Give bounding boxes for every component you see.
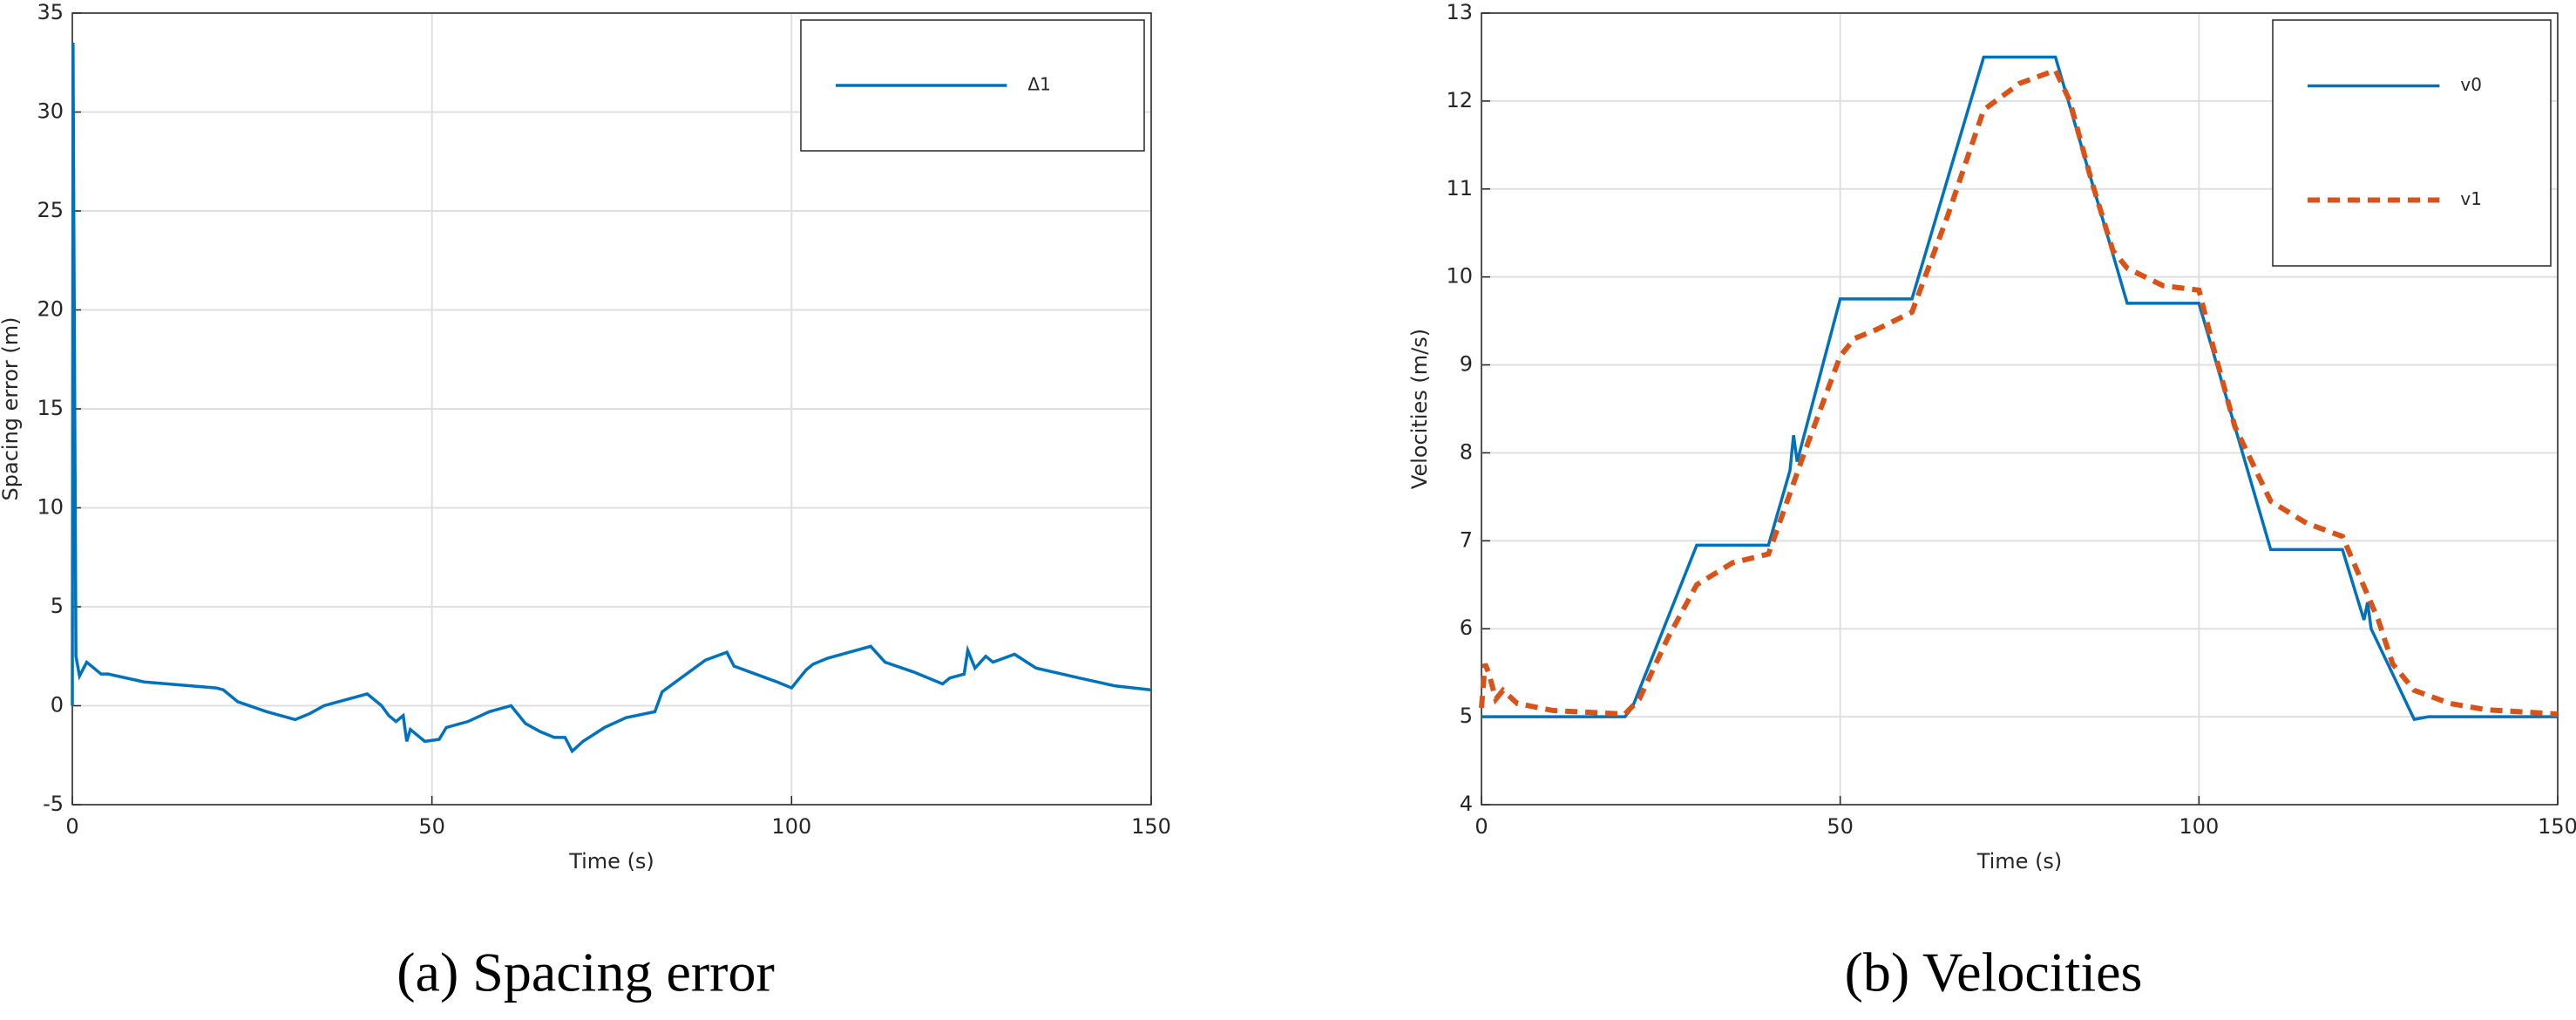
- caption: (b) Velocities: [1845, 942, 2143, 1003]
- y-tick-label: 5: [51, 594, 64, 618]
- y-tick-label: 7: [1460, 527, 1473, 552]
- y-tick-label: 35: [37, 0, 64, 24]
- x-axis-label: Time (s): [568, 849, 654, 874]
- y-tick-label: 25: [37, 198, 64, 222]
- x-tick-label: 0: [65, 814, 78, 839]
- legend-label: v1: [2460, 188, 2482, 209]
- y-tick-label: 30: [37, 99, 64, 124]
- series-line: [71, 43, 1152, 754]
- y-axis-label: Velocities (m/s): [1407, 329, 1432, 489]
- x-tick-label: 50: [1827, 814, 1854, 839]
- y-tick-label: 5: [1460, 704, 1473, 728]
- y-tick-label: 12: [1446, 88, 1473, 112]
- y-tick-label: 13: [1446, 0, 1473, 24]
- x-tick-label: 100: [2179, 814, 2219, 839]
- x-tick-label: 0: [1474, 814, 1488, 839]
- y-tick-label: 11: [1446, 176, 1473, 201]
- y-tick-label: 9: [1460, 352, 1473, 377]
- caption: (a) Spacing error: [397, 942, 775, 1003]
- legend-box: [2272, 19, 2552, 267]
- series-line: [1481, 55, 2558, 722]
- x-tick-label: 150: [2538, 814, 2576, 839]
- y-tick-label: 0: [51, 693, 64, 717]
- y-tick-label: 10: [1446, 264, 1473, 289]
- y-tick-label: 8: [1460, 439, 1473, 464]
- series-line: [1479, 66, 2559, 717]
- legend-label: v0: [2460, 74, 2482, 95]
- y-tick-label: 20: [37, 297, 64, 322]
- y-tick-label: 15: [37, 396, 64, 420]
- y-tick-label: 10: [37, 495, 64, 520]
- y-tick-label: 4: [1460, 792, 1473, 816]
- y-tick-label: 6: [1460, 615, 1473, 640]
- x-tick-label: 100: [771, 814, 811, 839]
- x-tick-label: 150: [1131, 814, 1171, 839]
- y-axis-label: Spacing error (m): [0, 317, 23, 501]
- x-axis-label: Time (s): [1976, 849, 2063, 874]
- y-tick-label: -5: [43, 792, 64, 816]
- axes-box: [1481, 12, 2559, 806]
- x-tick-label: 50: [418, 814, 445, 839]
- legend-label: Δ1: [1027, 74, 1050, 95]
